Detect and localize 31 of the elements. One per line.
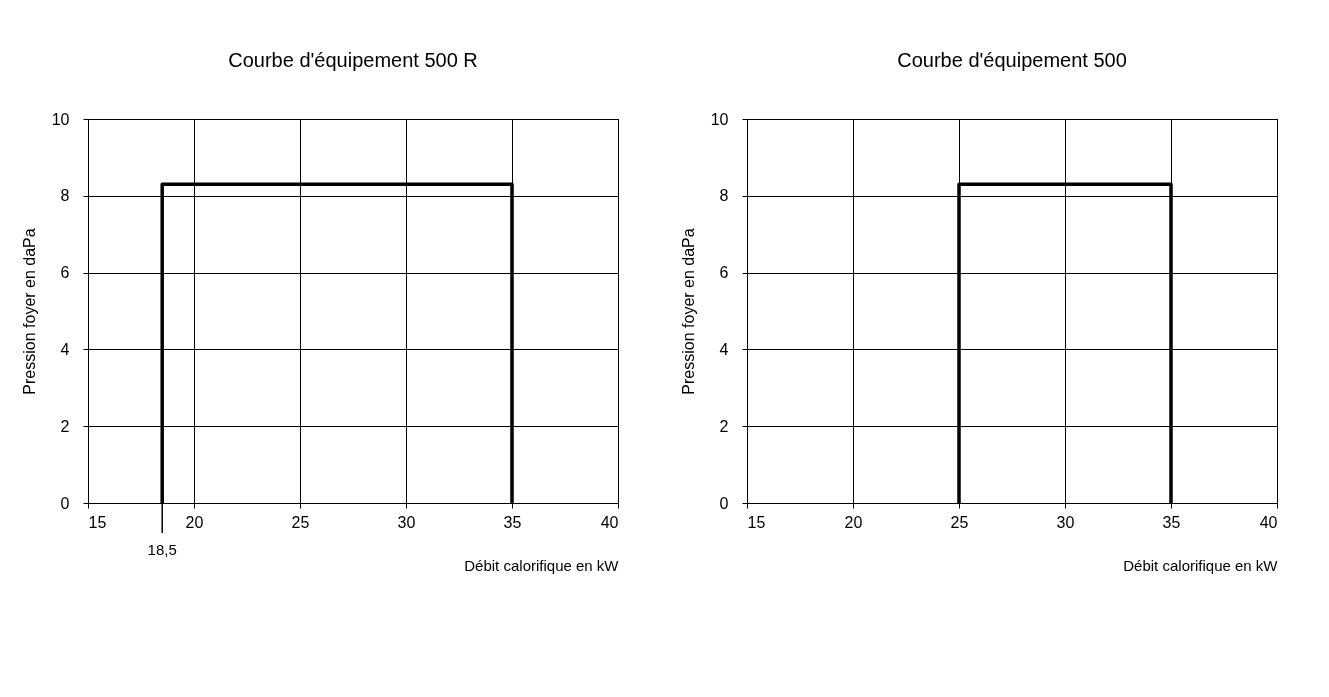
y-tick-label: 10 [710,110,729,128]
x-axis-title: Débit calorifique en kW [1123,556,1279,574]
y-tick-label: 0 [60,494,70,512]
chart-title: Courbe d'équipement 500 [897,49,1127,71]
y-tick-label: 0 [719,494,729,512]
y-axis-title: Pression foyer en daPa [679,228,697,395]
x-tick-label: 35 [1162,513,1181,531]
x-tick-label: 35 [503,513,522,531]
annotation: 18,5 [147,541,177,558]
x-tick-label: 15 [747,513,766,531]
x-tick-label: 20 [844,513,863,531]
chart-title: Courbe d'équipement 500 R [228,49,478,71]
y-tick-label: 6 [60,264,70,282]
y-tick-label: 4 [719,340,729,358]
x-tick-label: 20 [185,513,204,531]
y-axis-title: Pression foyer en daPa [20,228,38,395]
y-tick-label: 8 [719,187,729,205]
y-tick-label: 4 [60,340,70,358]
x-tick-label: 30 [1056,513,1075,531]
x-tick-label: 30 [397,513,416,531]
y-tick-label: 2 [60,417,70,435]
y-tick-label: 6 [719,264,729,282]
y-tick-label: 10 [51,110,70,128]
x-tick-label: 15 [88,513,107,531]
x-axis-title: Débit calorifique en kW [464,556,620,574]
x-tick-label: 40 [1259,513,1278,531]
y-tick-label: 8 [60,187,70,205]
x-tick-label: 40 [600,513,619,531]
x-tick-label: 25 [291,513,310,531]
x-tick-label: 25 [950,513,969,531]
y-tick-label: 2 [719,417,729,435]
